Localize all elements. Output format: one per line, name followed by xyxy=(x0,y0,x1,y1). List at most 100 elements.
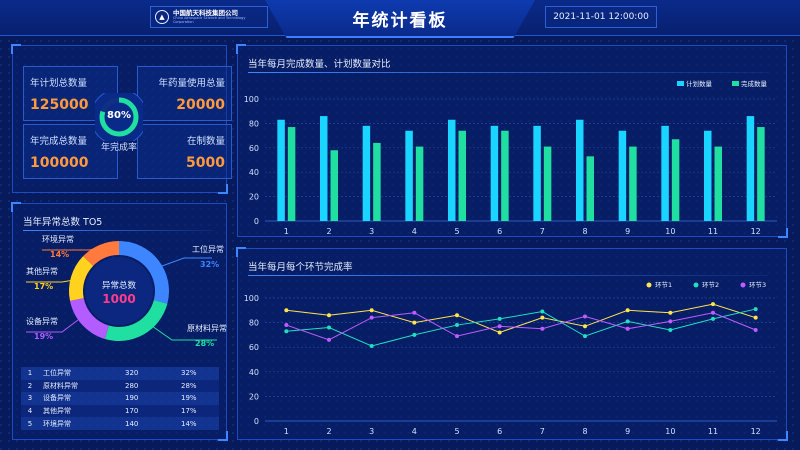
donut-label-name: 原材料异常 xyxy=(187,323,227,333)
y-tick-label: 40 xyxy=(249,168,259,177)
donut-leader-line xyxy=(42,245,103,251)
title-background xyxy=(265,0,535,38)
x-tick-label: 12 xyxy=(751,227,761,236)
bar xyxy=(362,125,371,221)
data-point xyxy=(711,302,715,307)
donut-label-percent: 14% xyxy=(50,250,69,259)
bar xyxy=(629,146,637,221)
bar xyxy=(618,130,627,221)
y-tick-label: 0 xyxy=(254,217,259,226)
data-point xyxy=(583,324,587,329)
legend-label: 环节2 xyxy=(702,281,719,289)
data-point xyxy=(711,310,715,315)
bar xyxy=(586,156,594,221)
donut-label-name: 工位异常 xyxy=(192,244,224,254)
bar xyxy=(490,125,499,221)
series-line xyxy=(286,303,756,333)
x-tick-label: 11 xyxy=(708,227,718,236)
data-point xyxy=(711,316,715,321)
data-point xyxy=(540,315,545,320)
x-tick-label: 3 xyxy=(369,427,374,436)
x-tick-label: 9 xyxy=(625,427,630,436)
data-point xyxy=(753,307,758,312)
header: 年统计看板 ▲ 中国航天科技集团公司 China Aerospace Scien… xyxy=(0,0,800,38)
kpi-value: 20000 xyxy=(176,97,225,113)
table-row: 5 环境异常 140 14% xyxy=(21,417,219,430)
donut-slice xyxy=(83,241,119,266)
data-point xyxy=(327,313,331,318)
data-point xyxy=(753,315,758,320)
data-point xyxy=(455,334,459,339)
x-tick-label: 12 xyxy=(751,427,761,436)
bar xyxy=(671,139,680,221)
x-tick-label: 9 xyxy=(625,227,630,236)
legend-label: 环节1 xyxy=(655,281,672,289)
donut-leader-line xyxy=(26,319,79,333)
legend-marker xyxy=(646,282,652,288)
donut-leader-line xyxy=(151,325,217,341)
data-point xyxy=(369,315,374,320)
data-point xyxy=(625,308,630,313)
table-cell-count: 280 xyxy=(121,379,177,393)
datetime-display: 2021-11-01 12:00:00 xyxy=(545,6,657,28)
data-point xyxy=(540,309,545,314)
table-cell-count: 190 xyxy=(121,392,177,405)
x-tick-label: 2 xyxy=(326,427,331,436)
x-tick-label: 6 xyxy=(497,227,502,236)
donut-center xyxy=(85,257,153,325)
data-point xyxy=(540,326,545,331)
data-point xyxy=(625,319,630,324)
donut-center-label: 异常总数 xyxy=(102,280,137,291)
donut-slice xyxy=(69,298,109,339)
exception-donut-chart: 工位异常 32% 原材料异常 28% 设备异常 19% 其他异常 17% 环境异常 14% 异常总数… xyxy=(26,234,227,348)
x-tick-label: 10 xyxy=(665,427,675,436)
table-cell-percent: 32% xyxy=(177,367,219,380)
bar xyxy=(458,130,466,221)
data-point xyxy=(625,326,630,331)
data-point xyxy=(284,323,289,328)
legend-marker xyxy=(693,282,699,288)
table-cell-percent: 14% xyxy=(177,417,219,430)
table-cell-name: 设备异常 xyxy=(39,392,121,405)
bar xyxy=(330,150,338,221)
bar xyxy=(448,119,456,221)
data-point xyxy=(497,330,502,335)
table-cell-rank: 1 xyxy=(21,367,39,380)
data-point xyxy=(668,310,673,315)
rate-ring-fill xyxy=(99,97,139,137)
bar xyxy=(287,127,296,221)
panel-title: 当年每月每个环节完成率 xyxy=(248,262,353,273)
kpi-value: 100000 xyxy=(30,155,89,171)
data-point xyxy=(284,308,289,313)
x-tick-label: 1 xyxy=(284,227,289,236)
x-tick-label: 2 xyxy=(326,227,331,236)
series-line xyxy=(286,308,756,347)
bar xyxy=(533,125,541,221)
x-tick-label: 7 xyxy=(540,227,545,236)
data-point xyxy=(327,325,331,330)
completion-rate-label: 年完成率 xyxy=(100,143,137,153)
exception-table: 1 工位异常 320 32% 2 原材料异常 280 28% 3 设备异常 190 19% 4 其他异常 1… xyxy=(21,367,219,430)
kpi-pesticide: 年药量使用总量 20000 xyxy=(137,66,232,121)
donut-slice xyxy=(119,241,169,304)
table-cell-count: 140 xyxy=(121,417,177,430)
panel-title: 当年异常总数 TO5 xyxy=(23,217,103,228)
legend-swatch xyxy=(732,81,739,86)
table-cell-name: 原材料异常 xyxy=(39,379,121,393)
page-title: 年统计看板 xyxy=(352,11,448,31)
data-point xyxy=(583,314,587,319)
y-tick-label: 40 xyxy=(249,368,259,377)
table-row: 4 其他异常 170 17% xyxy=(21,404,219,418)
x-tick-label: 5 xyxy=(454,427,459,436)
logo-name-en: China Aerospace Science and Technology C… xyxy=(172,16,246,24)
bar xyxy=(543,146,552,221)
donut-leader-line xyxy=(161,257,212,267)
table-cell-rank: 2 xyxy=(21,379,39,393)
kpi-label: 年完成总数量 xyxy=(30,136,88,147)
legend-swatch xyxy=(677,81,684,86)
data-point xyxy=(412,310,417,315)
title-underline xyxy=(248,275,768,276)
data-point xyxy=(327,337,331,342)
